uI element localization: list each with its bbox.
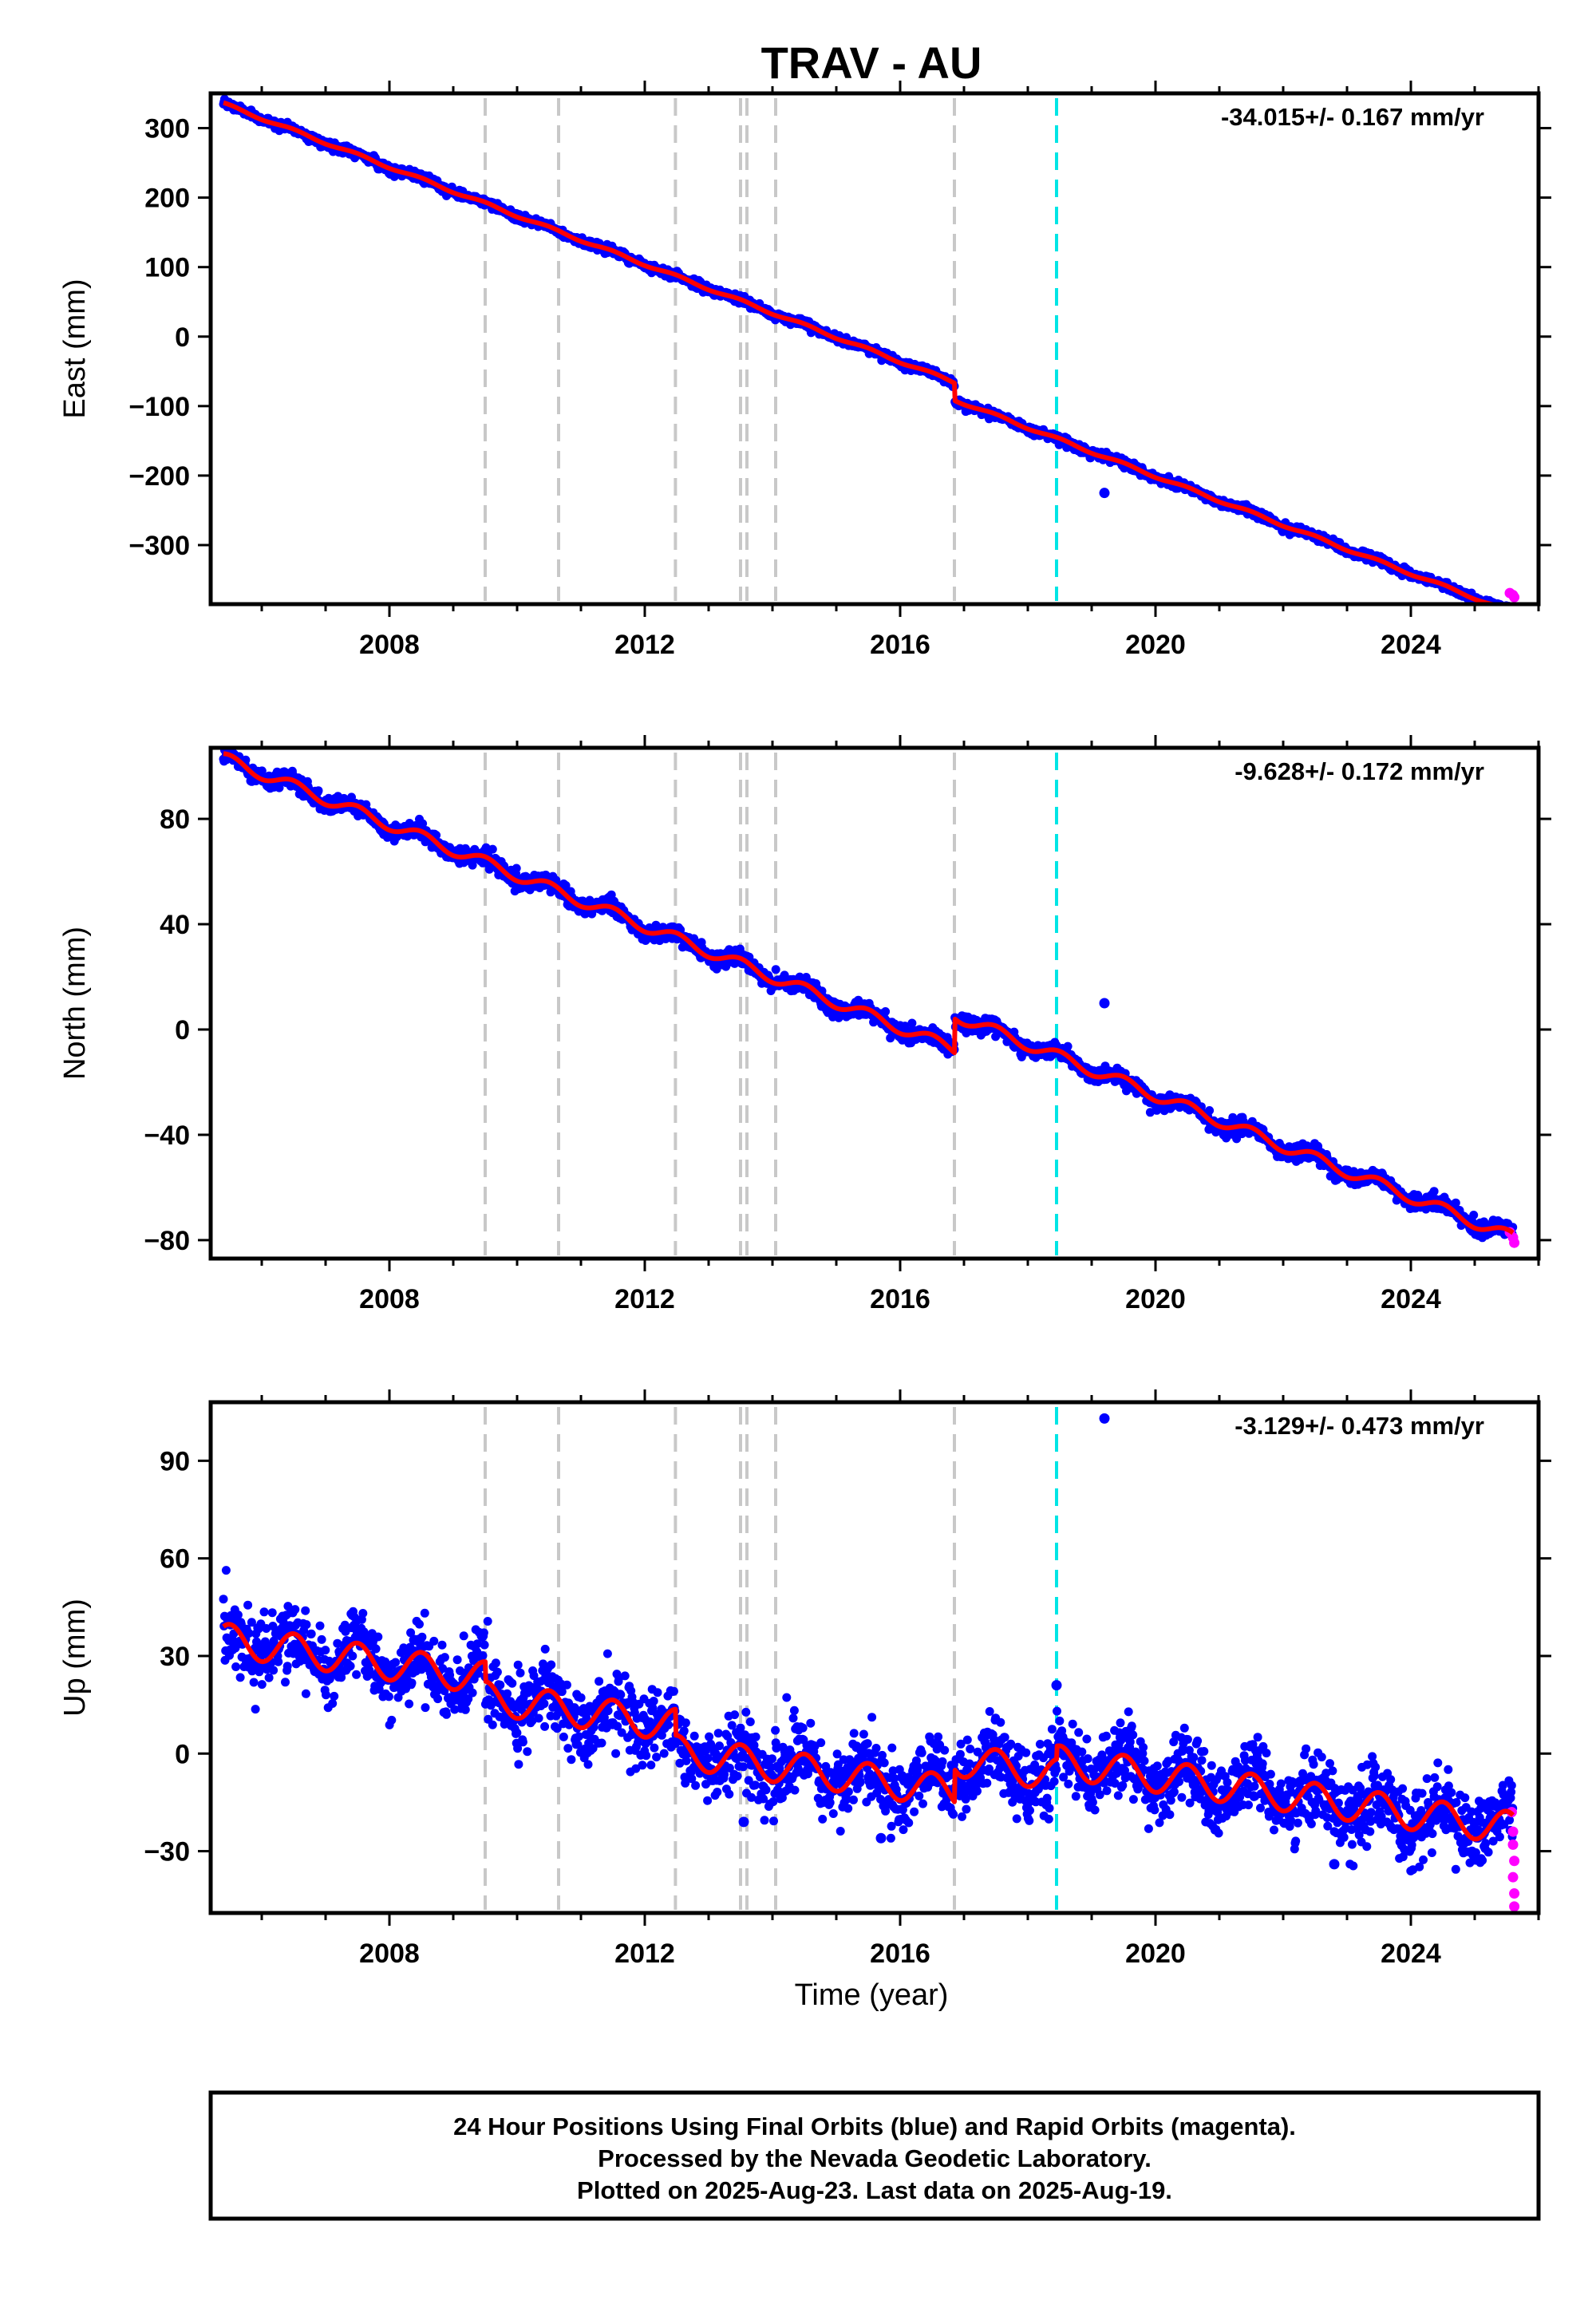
data-point <box>1205 1106 1214 1115</box>
data-point <box>907 1019 916 1028</box>
x-tick-label: 2016 <box>870 630 930 660</box>
data-point <box>1491 606 1500 615</box>
data-point <box>1499 607 1508 615</box>
y-tick-label: 0 <box>175 1015 190 1045</box>
x-tick-label: 2020 <box>1125 630 1186 660</box>
data-point <box>488 845 497 854</box>
data-point <box>236 1673 245 1682</box>
final-orbit-points <box>219 743 1520 1248</box>
x-tick-label: 2020 <box>1125 1284 1186 1314</box>
data-point <box>314 786 323 795</box>
y-tick-label: 40 <box>160 910 190 940</box>
y-axis-label: North (mm) <box>58 927 92 1080</box>
y-tick-label: 300 <box>144 114 190 144</box>
velocity-label: -34.015+/- 0.167 mm/yr <box>1221 103 1484 131</box>
figure-title: TRAV - AU <box>761 38 982 88</box>
data-point <box>1430 1187 1439 1196</box>
x-tick-label: 2012 <box>614 1284 675 1314</box>
data-point <box>250 1678 259 1687</box>
x-tick-label: 2016 <box>870 1284 930 1314</box>
y-tick-label: −300 <box>128 531 190 561</box>
data-point <box>222 1566 231 1575</box>
data-point <box>1503 607 1511 615</box>
data-point <box>1469 1211 1478 1219</box>
data-point <box>1507 607 1515 616</box>
x-tick-label: 2008 <box>359 630 420 660</box>
data-point <box>1501 605 1510 614</box>
panel-east: 2008 2012 2016 2020 2024 300 200 100 0 −100 −200 −3… <box>58 81 1551 660</box>
data-point <box>1506 609 1515 618</box>
data-point <box>1499 607 1508 615</box>
outlier-point <box>1100 998 1110 1009</box>
data-point <box>1498 607 1507 615</box>
rapid-orbit-point <box>1509 1238 1519 1248</box>
data-point <box>1507 606 1515 615</box>
y-tick-label: −200 <box>128 461 190 492</box>
data-point <box>1064 1042 1073 1051</box>
y-tick-label: 0 <box>175 322 190 353</box>
final-orbit-points <box>219 1413 1520 1911</box>
panel-north: 2008 2012 2016 2020 2024 80 40 0 −40 −80 North (mm… <box>58 735 1551 1314</box>
y-tick-label: 80 <box>160 804 190 835</box>
y-tick-label: −80 <box>144 1226 190 1256</box>
y-tick-label: 200 <box>144 184 190 214</box>
data-point <box>243 1601 252 1610</box>
data-point <box>512 864 521 873</box>
x-tick-label: 2008 <box>359 1284 420 1314</box>
data-point <box>1508 606 1517 615</box>
data-point <box>219 1595 228 1603</box>
y-axis-label: East (mm) <box>58 279 92 418</box>
y-tick-label: 100 <box>144 253 190 283</box>
y-tick-label: −40 <box>144 1120 190 1151</box>
x-tick-label: 2024 <box>1381 630 1441 660</box>
velocity-label: -9.628+/- 0.172 mm/yr <box>1235 757 1484 785</box>
data-point <box>231 1662 240 1671</box>
data-point <box>1507 606 1516 615</box>
outlier-point <box>1100 488 1110 498</box>
x-tick-label: 2012 <box>614 630 675 660</box>
panels: 2008 2012 2016 2020 2024 300 200 100 0 −100 −200 −3… <box>58 81 1551 1969</box>
y-tick-label: −100 <box>128 392 190 422</box>
x-tick-label: 2024 <box>1381 1284 1441 1314</box>
data-point <box>881 1007 890 1016</box>
data-point <box>772 965 780 974</box>
rapid-orbit-point <box>1509 592 1519 603</box>
